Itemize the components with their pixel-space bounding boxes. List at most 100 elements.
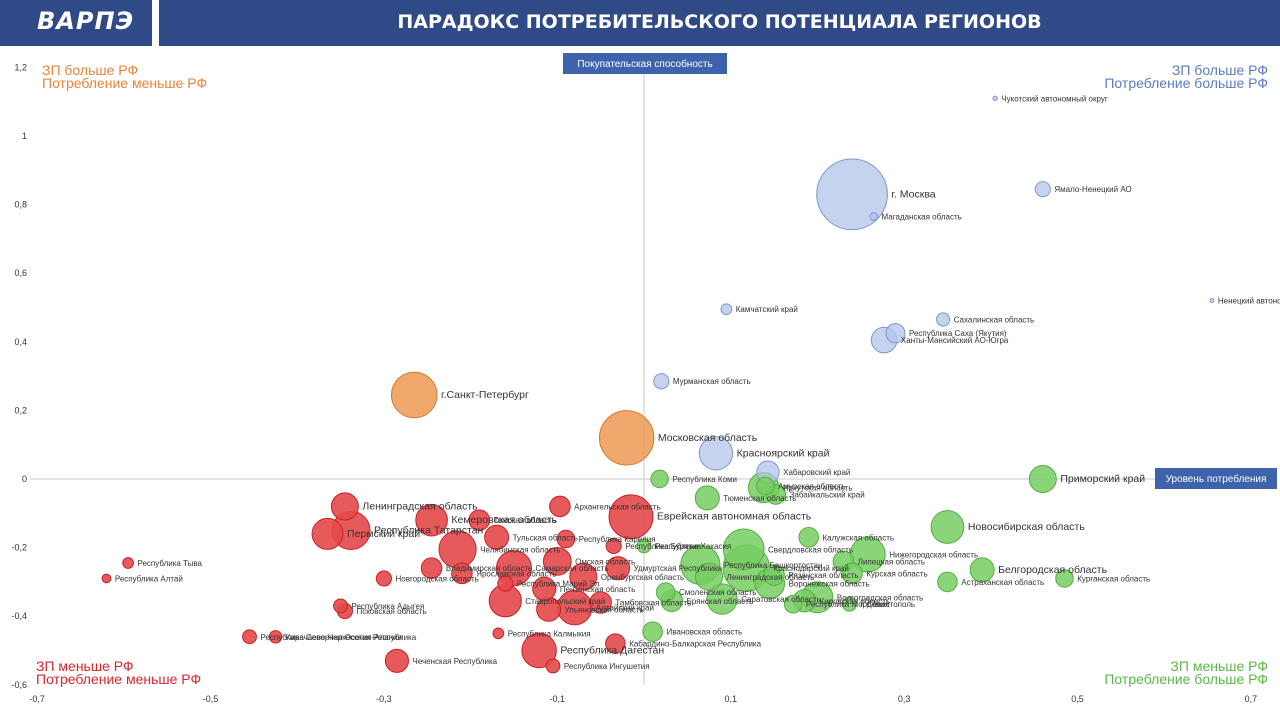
data-point [532, 576, 557, 601]
data-label: Республика Адыгея [351, 602, 424, 611]
data-label: Республика Башкортостан [724, 561, 822, 570]
data-label: Ульяновская область [565, 605, 644, 614]
y-tick-label: 0,2 [14, 405, 27, 415]
quadrant-top-left-line2: Потребление меньше РФ [42, 75, 208, 91]
data-point [451, 562, 473, 585]
data-label: Ставропольский край [525, 597, 605, 606]
data-label: Саратовская область [741, 595, 821, 604]
y-tick-label: 0,6 [14, 268, 27, 278]
y-tick-label: 1 [22, 131, 27, 141]
x-tick-label: 0,1 [724, 694, 737, 704]
data-label: Чукотский автономный округ [1001, 94, 1108, 103]
data-label: Республика Дагестан [560, 645, 664, 657]
data-point [720, 303, 733, 316]
data-label: Республика Бурятия [625, 542, 701, 551]
data-label: Ивановская область [666, 628, 742, 637]
y-tick-label: 0 [22, 474, 27, 484]
data-label: Забайкальский край [790, 490, 865, 499]
data-label: Архангельская область [574, 502, 661, 511]
data-label: Республика Саха (Якутия) [909, 329, 1007, 338]
data-label: Воронежская область [789, 580, 870, 589]
data-point [695, 562, 724, 591]
data-point [333, 598, 348, 614]
y-tick-label: -0,6 [11, 680, 27, 690]
data-point [650, 469, 669, 489]
data-label: Республика Хакасия [655, 542, 731, 551]
data-label: Тюменская область [723, 494, 796, 503]
data-label: Алтайский край [596, 604, 654, 613]
x-tick-label: 0,7 [1245, 694, 1258, 704]
data-label: Курганская область [1077, 574, 1150, 583]
data-point [992, 95, 998, 101]
data-point [655, 582, 676, 602]
data-label: Ямало-Ненецкий АО [1054, 185, 1131, 194]
data-point [545, 658, 561, 674]
data-label: Иркутская область [783, 484, 853, 493]
data-label: Мурманская область [673, 377, 751, 386]
data-label: Волгоградская область [837, 593, 923, 602]
data-point [1028, 464, 1057, 494]
data-point [101, 573, 112, 584]
data-label: Кабардино-Балкарская Республика [629, 640, 761, 649]
data-label: Омская область [575, 557, 635, 566]
data-point [521, 632, 557, 669]
data-point [969, 557, 995, 583]
data-label: Ханты-Мансийский АО-Югра [901, 336, 1009, 345]
data-point [569, 562, 598, 591]
data-point [556, 529, 576, 549]
data-point [885, 323, 906, 344]
data-label: Республика Северная Осетия-Алания [260, 633, 401, 642]
data-point [1034, 181, 1051, 198]
data-label: Еврейская автономная область [657, 511, 812, 523]
data-point [605, 556, 631, 581]
y-axis-label-box [563, 53, 727, 74]
data-label: Самарская область [535, 564, 608, 573]
data-label: Свердловская область [768, 545, 853, 554]
data-point [756, 476, 775, 496]
data-label: Республика Коми [672, 475, 737, 484]
data-point [763, 564, 785, 586]
data-point [937, 571, 958, 593]
data-label: Красноярский край [737, 447, 830, 459]
data-label: Республика Карелия [579, 535, 656, 544]
x-axis-label: Уровень потребления [1166, 473, 1267, 485]
data-point [242, 629, 257, 645]
data-point [492, 627, 505, 640]
data-label: Тамбовская область [615, 598, 691, 607]
data-label: Новгородская область [395, 574, 478, 583]
x-tick-label: -0,7 [29, 694, 45, 704]
data-label: Республика Алтай [115, 574, 183, 583]
x-tick-label: -0,1 [550, 694, 566, 704]
data-point [1209, 298, 1215, 304]
quadrant-top-right-line1: ЗП больше РФ [1171, 62, 1268, 78]
data-point [1055, 569, 1074, 588]
data-label: Пензенская область [560, 585, 635, 594]
data-label: Ненецкий автономный округ [1218, 297, 1280, 306]
data-point [330, 492, 359, 521]
data-label: Псковская область [356, 607, 426, 616]
data-point [869, 212, 879, 221]
data-label: Ярославская область [476, 569, 556, 578]
data-label: Тульская область [513, 533, 578, 542]
data-point [542, 546, 572, 576]
x-tick-label: 0,3 [898, 694, 911, 704]
data-label: г. Москва [891, 188, 935, 200]
data-label: Кировская область [820, 597, 891, 606]
header-bar: ВАРПЭ ПАРАДОКС ПОТРЕБИТЕЛЬСКОГО ПОТЕНЦИА… [0, 0, 1280, 48]
quadrant-bottom-left-line2: Потребление меньше РФ [36, 671, 202, 687]
data-label: Липецкая область [858, 557, 925, 566]
data-label: Смоленская область [679, 588, 756, 597]
data-label: Республика Марий Эл [517, 580, 600, 589]
data-label: Белгородская область [998, 564, 1107, 576]
data-point [484, 524, 510, 550]
data-label: Кемеровская область [451, 514, 557, 526]
x-tick-label: -0,5 [203, 694, 219, 704]
data-label: Республика Калмыкия [508, 629, 591, 638]
data-point [468, 509, 491, 531]
y-tick-label: 0,8 [14, 200, 27, 210]
data-point [653, 373, 670, 390]
data-label: Магаданская область [882, 213, 962, 222]
quadrant-bottom-right-line2: Потребление больше РФ [1104, 671, 1268, 687]
data-point [642, 621, 663, 642]
data-label: Республика Ингушетия [564, 662, 650, 671]
